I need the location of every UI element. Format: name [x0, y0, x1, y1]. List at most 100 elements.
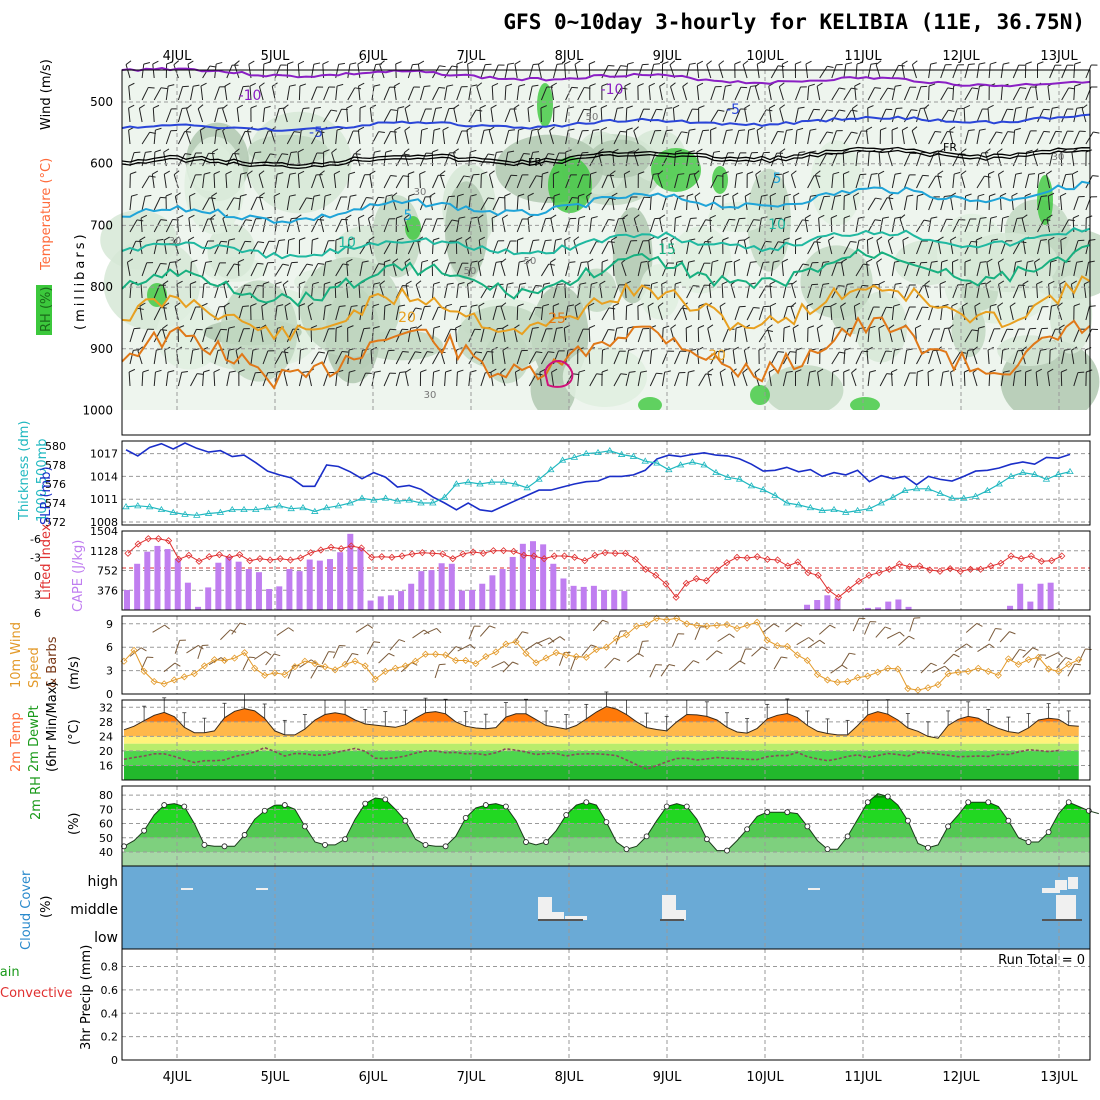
wind-barb	[457, 644, 471, 652]
wind-barb-feather	[661, 280, 668, 285]
wind-barb	[213, 173, 216, 189]
wind-barb-feather	[346, 104, 353, 109]
wind-barb	[1045, 174, 1051, 189]
wind-barb-feather	[581, 261, 588, 263]
rh-point	[1005, 817, 1012, 824]
wind-barb	[722, 130, 727, 145]
wind-barb	[717, 633, 730, 642]
wind-barb-feather	[467, 60, 474, 65]
wind-speed-point	[150, 677, 158, 686]
wind-barb	[601, 175, 609, 189]
wind-barb	[1010, 649, 1020, 662]
thickness-point	[417, 499, 425, 506]
wind-barb-feather	[887, 87, 894, 90]
wind-barb	[577, 372, 580, 387]
wind-barb-feather	[284, 302, 291, 307]
wind-barb	[852, 196, 857, 211]
wind-barb-feather	[527, 104, 534, 109]
wind-barb-feather	[834, 194, 842, 197]
wind-barb-feather	[755, 170, 762, 175]
cloud-level-low: low	[94, 930, 118, 946]
wind-barb-feather	[614, 657, 621, 661]
wind-speed-point	[974, 664, 982, 672]
wind-barb	[246, 174, 252, 189]
wind-speed-point	[1055, 667, 1063, 675]
wind-barb	[479, 625, 490, 637]
lifted-index-point	[520, 551, 528, 559]
wind-barb-feather	[1015, 106, 1023, 109]
upper-air-legend: Temperature (°C)Wind (m/s)	[39, 59, 54, 271]
wind-barb	[500, 306, 506, 321]
wind-barb	[637, 197, 645, 211]
wind-barb	[940, 306, 943, 321]
cape-bar	[296, 571, 303, 610]
wind-barb-feather	[624, 170, 631, 175]
wind-barb-feather	[325, 260, 332, 263]
wind-barb	[1056, 657, 1067, 669]
wind-barb	[696, 86, 700, 101]
cape-bar	[824, 595, 831, 610]
wind-barb	[601, 197, 610, 211]
cape-tick: 376	[97, 584, 118, 597]
wind-barb	[311, 108, 316, 123]
wind-barb	[623, 174, 627, 189]
wind-barb	[1012, 350, 1019, 365]
wind-barb-feather	[843, 171, 850, 175]
wind-speed-point	[874, 668, 882, 676]
wind-barb-feather	[456, 237, 463, 241]
wind-barb-feather	[664, 370, 671, 373]
cape-bar	[306, 559, 313, 610]
wind-barb-feather	[592, 128, 600, 131]
wind-barb	[200, 86, 204, 101]
wind-barb	[1000, 350, 1004, 365]
wind-barb-feather	[602, 619, 609, 623]
wind-barb	[831, 262, 837, 277]
wind-barb	[891, 350, 895, 365]
wind-barb	[613, 373, 622, 387]
wind-barb	[140, 217, 143, 233]
wind-barb	[274, 263, 284, 277]
wind-barb	[404, 130, 409, 145]
lifted-index-point	[581, 557, 589, 565]
wind-barb	[1012, 108, 1017, 123]
wind-barb	[456, 196, 459, 211]
wind-barb	[335, 351, 343, 365]
wind-barb	[903, 196, 908, 211]
wind-barb	[943, 653, 955, 665]
wind-barb	[1084, 349, 1087, 365]
wind-barb-feather	[894, 172, 902, 175]
wind-barb-feather	[964, 259, 972, 263]
lifted-index-point	[337, 545, 345, 553]
wind-barb-feather	[373, 641, 381, 643]
wind-barb-feather	[248, 60, 255, 65]
wind-barb-feather	[1037, 61, 1044, 65]
wind-barb	[997, 174, 1002, 189]
wind-barb	[621, 262, 627, 277]
thickness-point	[676, 461, 685, 468]
wind-barb	[468, 262, 472, 277]
wind-barb	[550, 86, 554, 101]
wind-barb-feather	[233, 197, 241, 200]
wind-barb	[141, 175, 150, 189]
wind-barb	[613, 87, 622, 101]
wind-speed-point	[643, 621, 651, 629]
wind-barb-feather	[884, 626, 892, 630]
wind-barb-feather	[601, 369, 609, 373]
wind-barb	[659, 86, 663, 101]
wind-barb	[778, 86, 784, 101]
wind-barb-feather	[961, 302, 968, 307]
wind-barb-feather	[756, 60, 763, 65]
wind-barb-feather	[388, 652, 395, 657]
wind-barb	[432, 218, 438, 233]
rh-contour-label: 30	[1052, 152, 1065, 163]
wind-legend: Speed	[27, 647, 42, 688]
wind-barb-feather	[555, 238, 562, 241]
wind-barb-feather	[976, 236, 983, 241]
wind-speed-point	[261, 671, 269, 679]
pressure-tick: 700	[90, 218, 113, 232]
wind-barb	[674, 262, 678, 277]
lifted-index-point	[611, 549, 619, 557]
lifted-index-point	[804, 569, 812, 577]
wind-barb-feather	[143, 62, 150, 65]
wind-barb-feather	[806, 303, 814, 307]
